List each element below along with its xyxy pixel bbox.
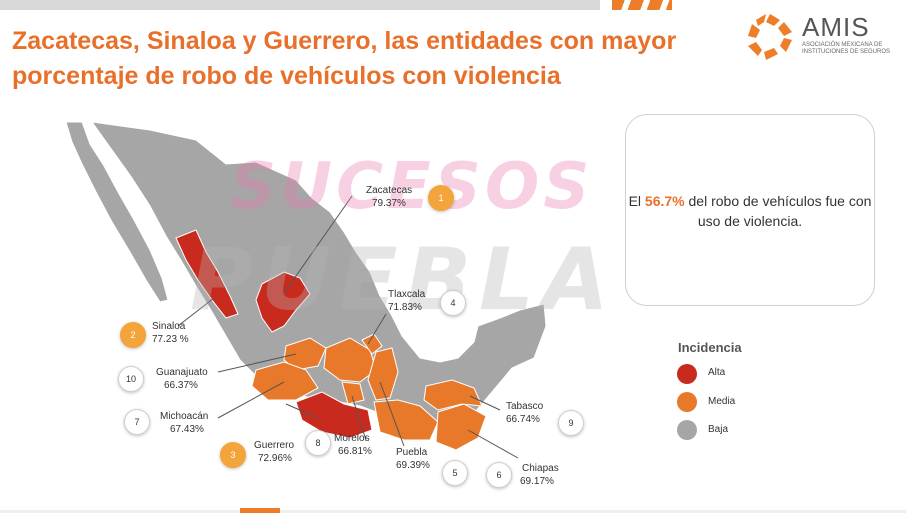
legend-label-baja: Baja <box>708 424 729 435</box>
state-value: 79.37% <box>372 198 406 209</box>
state-value: 69.39% <box>396 460 430 471</box>
state-name: Tabasco <box>506 401 544 412</box>
legend-swatch-baja <box>677 420 697 440</box>
map-chiapas <box>435 403 487 451</box>
state-name: Michoacán <box>160 411 209 422</box>
state-name: Morelos <box>334 433 370 444</box>
top-decor-bar <box>0 0 600 10</box>
top-accent-stripes <box>612 0 672 10</box>
state-name: Zacatecas <box>366 185 413 196</box>
state-label-guerrero: Guerrero 72.96% <box>254 439 294 465</box>
bottom-accent-bar <box>240 508 280 513</box>
legend-label-alta: Alta <box>708 367 726 378</box>
state-name: Sinaloa <box>152 321 186 332</box>
map-zacatecas <box>255 271 311 333</box>
rank-badge-7: 7 <box>124 409 150 435</box>
mexico-map <box>65 121 547 459</box>
map-sinaloa <box>175 229 239 319</box>
legend-title: Incidencia <box>678 340 742 355</box>
map-guerrero <box>295 391 373 439</box>
leader-lines <box>177 195 519 459</box>
rank-badge-6: 6 <box>486 462 512 488</box>
state-value: 71.83% <box>388 302 422 313</box>
state-name: Tlaxcala <box>388 289 426 300</box>
state-label-tlaxcala: Tlaxcala 71.83% <box>388 288 425 314</box>
rank-badge-3: 3 <box>220 442 246 468</box>
logo-subtitle: ASOCIACIÓN MEXICANA DE INSTITUCIONES DE … <box>802 42 891 55</box>
slide-title: Zacatecas, Sinaloa y Guerrero, las entid… <box>12 27 677 90</box>
map-guanajuato <box>283 337 327 371</box>
legend-label-media: Media <box>708 396 736 407</box>
state-name: Guanajuato <box>156 367 208 378</box>
info-highlight-percent: 56.7% <box>644 193 685 209</box>
rank-badge-5: 5 <box>442 460 468 486</box>
state-name: Chiapas <box>522 463 559 474</box>
logo-wordmark: AMIS <box>802 12 870 42</box>
state-name: Puebla <box>396 447 428 458</box>
bottom-decor-line <box>0 510 906 513</box>
state-value: 77.23 % <box>152 334 189 345</box>
info-text: El 56.7% del robo de vehículos fue con u… <box>626 191 874 231</box>
state-label-chiapas: Chiapas 69.17% <box>520 462 559 488</box>
state-label-guanajuato: Guanajuato 66.37% <box>156 366 208 392</box>
legend-swatch-alta <box>677 364 697 384</box>
rank-badge-8: 8 <box>305 430 331 456</box>
map-puebla <box>367 347 399 401</box>
info-suffix: del robo de vehículos fue con uso de vio… <box>684 193 872 229</box>
state-value: 72.96% <box>258 453 292 464</box>
amis-logo-icon <box>748 14 792 60</box>
info-box: El 56.7% del robo de vehículos fue con u… <box>625 114 875 306</box>
state-value: 66.74% <box>506 414 540 425</box>
rank-badge-2: 2 <box>120 322 146 348</box>
info-prefix: El <box>628 193 645 209</box>
rank-badge-4: 4 <box>440 290 466 316</box>
state-value: 67.43% <box>170 424 204 435</box>
rank-badge-10: 10 <box>118 366 144 392</box>
state-value: 66.37% <box>164 380 198 391</box>
legend-swatch-media <box>677 392 697 412</box>
state-label-zacatecas: Zacatecas 79.37% <box>366 184 412 210</box>
state-value: 66.81% <box>338 446 372 457</box>
state-label-morelos: Morelos 66.81% <box>334 432 372 458</box>
state-label-michoacan: Michoacán 67.43% <box>160 410 208 436</box>
state-label-puebla: Puebla 69.39% <box>396 446 430 472</box>
rank-badge-1: 1 <box>428 185 454 211</box>
map-morelos <box>341 381 365 405</box>
map-central-states <box>323 337 377 383</box>
map-mainland <box>90 121 547 427</box>
amis-logo: AMIS ASOCIACIÓN MEXICANA DE INSTITUCIONE… <box>744 12 894 62</box>
map-baja-california <box>65 121 169 303</box>
state-label-tabasco: Tabasco 66.74% <box>506 400 543 426</box>
map-tabasco <box>423 379 483 411</box>
rank-badge-9: 9 <box>558 410 584 436</box>
map-tlaxcala <box>361 333 383 355</box>
state-label-sinaloa: Sinaloa 77.23 % <box>152 320 189 346</box>
state-value: 69.17% <box>520 476 554 487</box>
state-name: Guerrero <box>254 440 295 451</box>
